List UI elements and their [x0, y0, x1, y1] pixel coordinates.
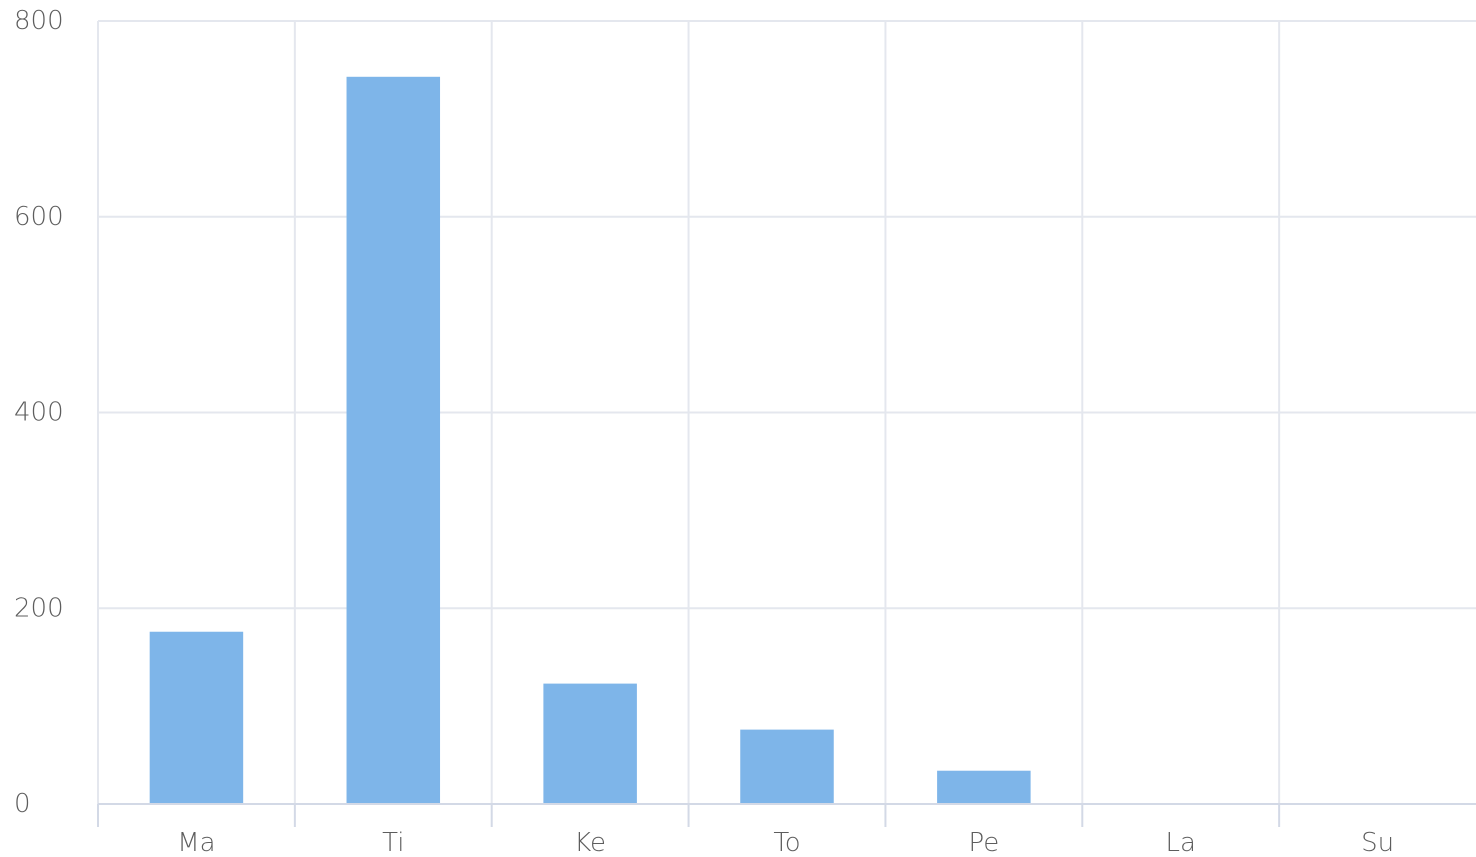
x-tick-label: Su: [1361, 828, 1394, 857]
bar-ma: [149, 631, 244, 804]
y-tick-label: 0: [14, 789, 31, 819]
bar-pe: [937, 770, 1031, 804]
y-tick-label: 200: [14, 593, 64, 623]
x-tick-label: Pe: [968, 828, 999, 857]
x-tick-label: Ma: [177, 828, 215, 857]
axis-layer: [97, 803, 1476, 827]
x-tick-label: Ke: [574, 828, 606, 857]
bar-layer: [149, 76, 1031, 804]
y-tick-label: 600: [14, 202, 64, 232]
y-tick-label: 800: [14, 6, 64, 36]
x-tick-label: La: [1166, 828, 1196, 857]
grid-layer: [97, 20, 1476, 804]
y-tick-label: 400: [14, 398, 64, 428]
x-tick-label: Ti: [382, 828, 404, 857]
bar-to: [740, 729, 834, 804]
x-tick-label: To: [773, 828, 800, 857]
bar-ke: [543, 683, 637, 804]
bar-ti: [346, 76, 441, 804]
label-layer: 0 200 400 600 800 Ma Ti Ke To Pe La Su: [14, 6, 1394, 857]
